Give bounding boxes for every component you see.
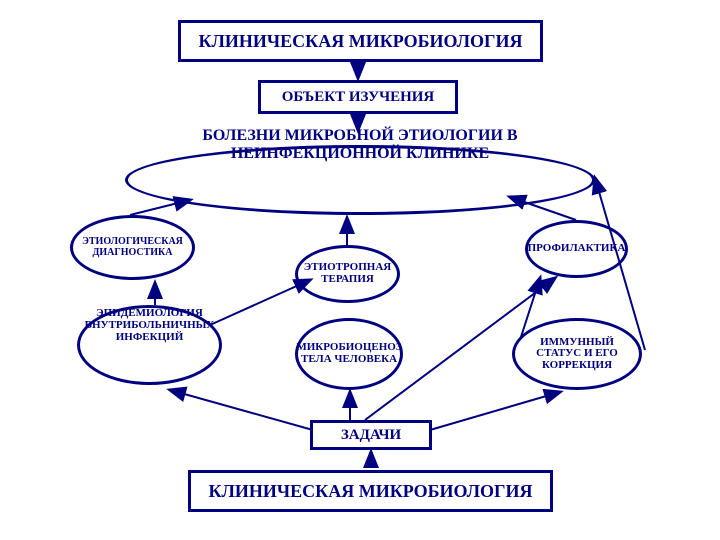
arrow (170, 390, 320, 432)
epidem-text: ЭПИДЕМИОЛОГИЯ ВНУТРИБОЛЬНИЧНЫХ ИНФЕКЦИЙ (83, 307, 216, 343)
subject-box: ОБЪЕКТ ИЗУЧЕНИЯ (258, 80, 458, 114)
tasks-box: ЗАДАЧИ (310, 420, 432, 450)
title-bottom-text: КЛИНИЧЕСКАЯ МИКРОБИОЛОГИЯ (208, 481, 532, 502)
microbio-text: МИКРОБИОЦЕНОЗ ТЕЛА ЧЕЛОВЕКА (296, 342, 401, 365)
prophyl-ellipse: ПРОФИЛАКТИКА (525, 220, 628, 278)
arrow (210, 280, 310, 325)
subject-text: ОБЪЕКТ ИЗУЧЕНИЯ (282, 89, 435, 106)
etiolog-text: ЭТИОЛОГИЧЕСКАЯ ДИАГНОСТИКА (79, 237, 186, 258)
large-ellipse-text: БОЛЕЗНИ МИКРОБНОЙ ЭТИОЛОГИИ В НЕИНФЕКЦИО… (180, 127, 540, 162)
title-top-text: КЛИНИЧЕСКАЯ МИКРОБИОЛОГИЯ (198, 31, 522, 52)
immune-ellipse: ИММУННЫЙ СТАТУС И ЕГО КОРРЕКЦИЯ (512, 318, 642, 390)
microbio-ellipse: МИКРОБИОЦЕНОЗ ТЕЛА ЧЕЛОВЕКА (295, 318, 403, 390)
etio-therapy-text: ЭТИОТРОПНАЯ ТЕРАПИЯ (304, 262, 391, 285)
arrow (430, 392, 560, 430)
immune-text: ИММУННЫЙ СТАТУС И ЕГО КОРРЕКЦИЯ (521, 337, 633, 372)
prophyl-text: ПРОФИЛАКТИКА (528, 243, 626, 255)
tasks-text: ЗАДАЧИ (341, 427, 401, 444)
title-bottom-box: КЛИНИЧЕСКАЯ МИКРОБИОЛОГИЯ (188, 470, 553, 512)
title-top-box: КЛИНИЧЕСКАЯ МИКРОБИОЛОГИЯ (178, 20, 543, 62)
etiolog-ellipse: ЭТИОЛОГИЧЕСКАЯ ДИАГНОСТИКА (70, 215, 195, 280)
etio-therapy-ellipse: ЭТИОТРОПНАЯ ТЕРАПИЯ (295, 245, 400, 303)
